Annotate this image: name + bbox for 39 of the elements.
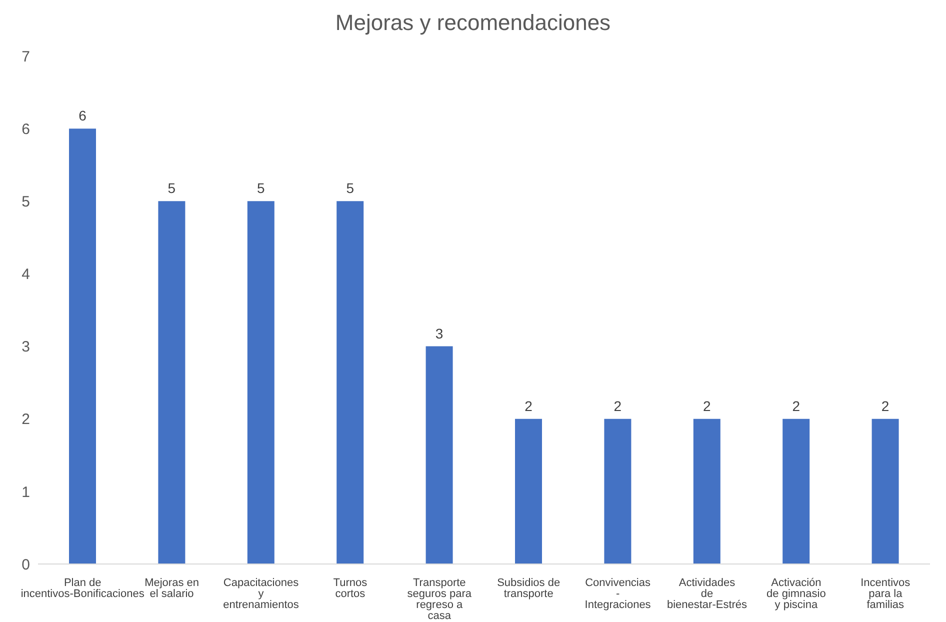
x-tick-label: Turnos cortos — [333, 576, 368, 600]
bar — [604, 418, 632, 564]
x-tick-label: Plan de incentivos-Bonificaciones — [20, 576, 145, 600]
bar — [693, 418, 720, 564]
chart-title: Mejoras y recomendaciones — [334, 9, 612, 37]
y-tick-label: 0 — [22, 556, 30, 574]
y-tick-label: 6 — [22, 120, 30, 138]
x-tick-label: Incentivos para la familias — [860, 576, 911, 611]
y-tick-label: 1 — [22, 484, 30, 501]
y-tick-label: 5 — [22, 193, 30, 210]
y-tick-label: 2 — [22, 411, 30, 428]
data-label: 2 — [703, 398, 711, 414]
x-tick-label: Transporte seguros para regreso a casa — [407, 576, 472, 622]
x-tick-label: Subsidios de transporte — [497, 576, 560, 600]
bar — [426, 346, 453, 564]
data-label: 6 — [78, 108, 87, 124]
bar — [158, 201, 186, 564]
data-label: 2 — [614, 398, 622, 414]
x-tick-label: Actividades de bienestar-Estrés — [666, 576, 748, 611]
x-tick-label: Activación de gimnasio y piscina — [766, 576, 826, 611]
data-label: 3 — [435, 325, 444, 342]
x-tick-label: Convivencias - Integraciones — [584, 576, 652, 611]
y-tick-label: 3 — [22, 338, 30, 356]
data-label: 5 — [257, 180, 265, 196]
x-tick-label: Mejoras en el salario — [144, 576, 200, 600]
bar — [336, 201, 364, 564]
data-label: 5 — [346, 180, 354, 196]
bar — [782, 418, 810, 564]
data-label: 2 — [524, 398, 533, 414]
bar — [515, 418, 542, 564]
y-tick-label: 4 — [22, 266, 30, 284]
x-tick-label: Capacitaciones y entrenamientos — [223, 576, 300, 611]
bar — [247, 201, 274, 564]
y-tick-label: 7 — [22, 48, 30, 66]
data-label: 5 — [168, 180, 176, 196]
bar — [69, 128, 96, 564]
bar — [872, 418, 899, 564]
data-label: 2 — [792, 398, 800, 414]
data-label: 2 — [881, 398, 890, 414]
